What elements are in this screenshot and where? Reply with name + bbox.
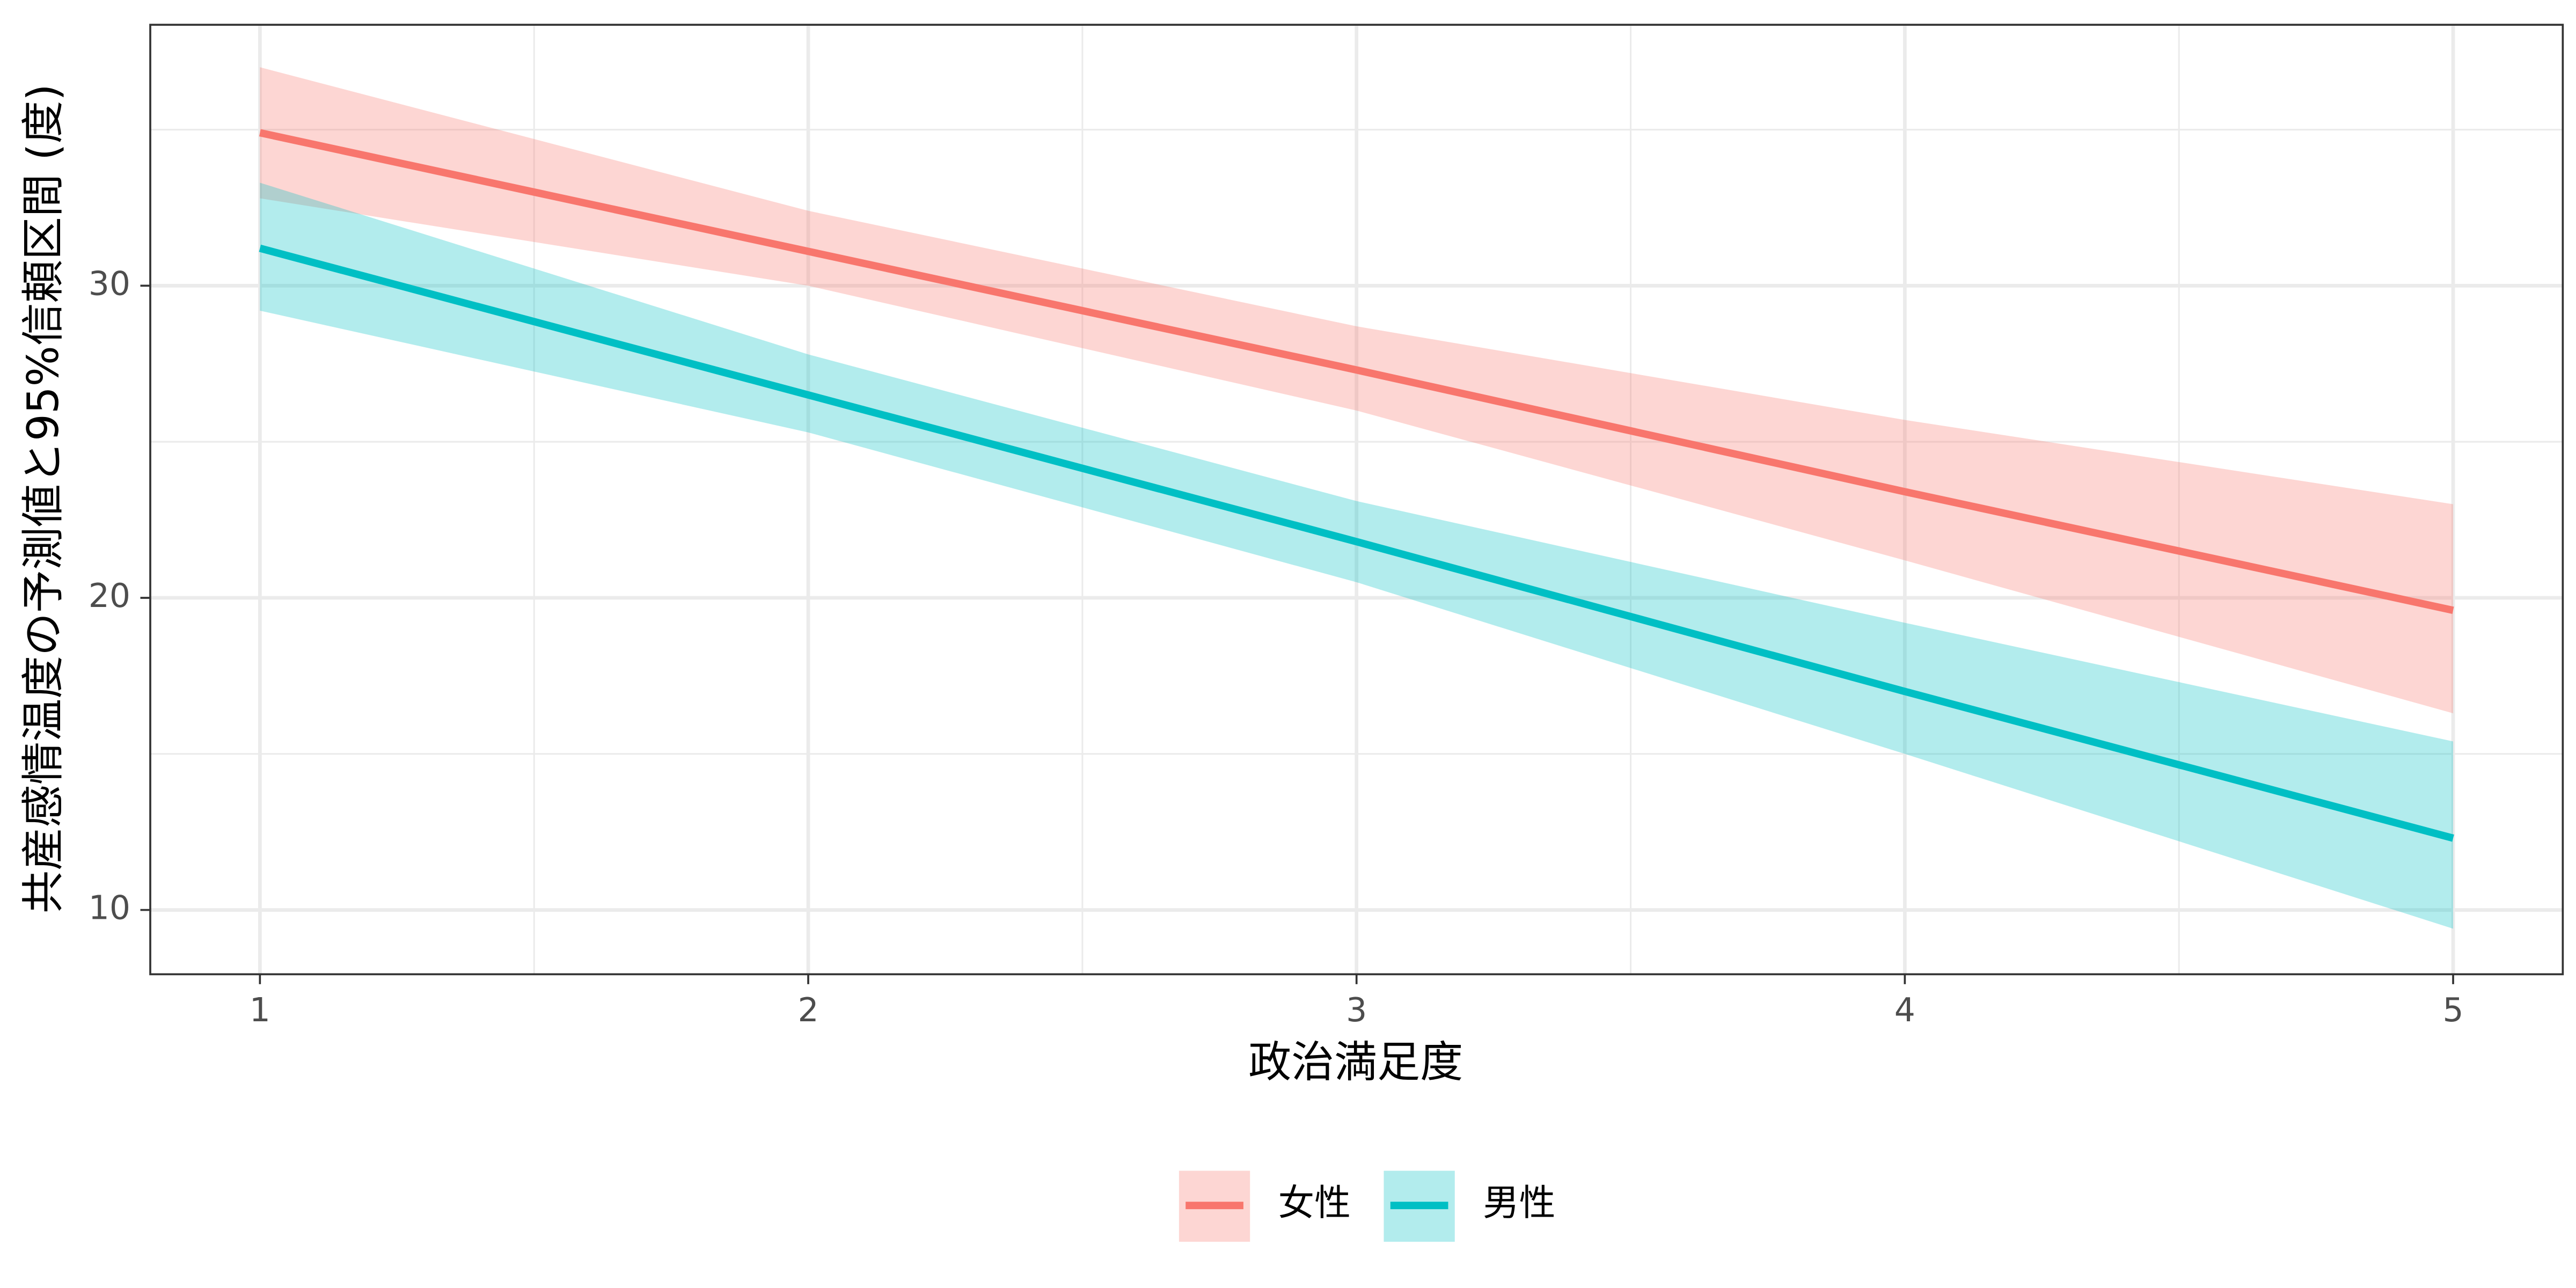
x-tick-label: 5 bbox=[2442, 991, 2463, 1029]
x-tick-label: 4 bbox=[1894, 991, 1915, 1029]
fit-line bbox=[259, 129, 2454, 614]
grid bbox=[150, 25, 2563, 975]
x-tick-label: 1 bbox=[250, 991, 270, 1029]
y-tick-label: 20 bbox=[89, 576, 130, 615]
x-tick-label: 3 bbox=[1346, 991, 1367, 1029]
confidence-ribbon bbox=[260, 182, 2454, 929]
plot-marks bbox=[259, 67, 2454, 929]
legend: 女性 男性 bbox=[1179, 1170, 1555, 1242]
x-axis-title: 政治満足度 bbox=[1248, 1037, 1463, 1087]
x-tick-label: 2 bbox=[797, 991, 818, 1029]
confidence-ribbon bbox=[260, 67, 2454, 714]
y-tick-label: 30 bbox=[89, 264, 130, 303]
axes: 1 2 3 4 5 10 20 30 bbox=[89, 264, 2464, 1029]
fit-line bbox=[259, 244, 2454, 842]
legend-item: 女性 bbox=[1179, 1170, 1351, 1242]
legend-label: 女性 bbox=[1278, 1182, 1351, 1224]
y-axis-title: 共産感情温度の予測値と95%信頼区間 (度) bbox=[18, 84, 68, 913]
legend-item: 男性 bbox=[1384, 1170, 1555, 1242]
y-tick-label: 10 bbox=[89, 889, 130, 927]
legend-label: 男性 bbox=[1483, 1182, 1555, 1224]
